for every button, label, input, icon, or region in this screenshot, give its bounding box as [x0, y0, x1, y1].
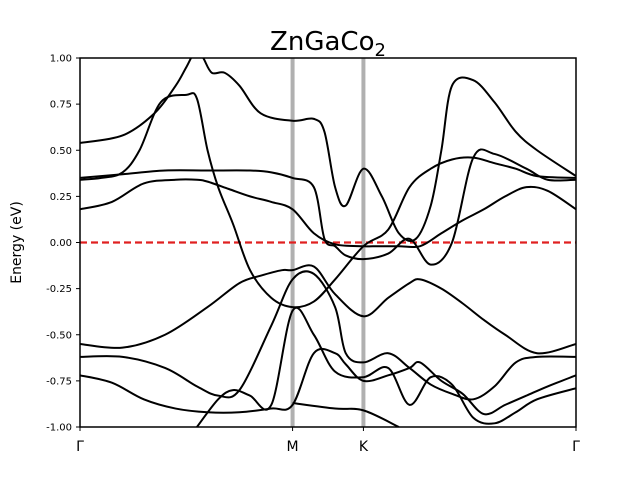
band-9 — [292, 402, 400, 427]
band-1 — [80, 178, 576, 249]
title-subscript: 2 — [374, 40, 385, 61]
y-axis-label: Energy (eV) — [9, 201, 25, 284]
band-7 — [80, 347, 576, 416]
y-axis-ticks: 1.00 0.75 0.50 0.25 0.00 -0.25 -0.50 -0.75 -1.00 — [46, 54, 80, 434]
chart-title: ZnGaCo2 — [270, 27, 386, 61]
y-tick-label: 0.75 — [50, 100, 72, 111]
x-tick-label-Γ: Γ — [76, 439, 84, 455]
x-tick-label-M: M — [287, 439, 299, 455]
band-4 — [80, 58, 576, 242]
band-lines — [80, 58, 576, 427]
x-tick-label-K: K — [359, 439, 369, 455]
title-text: ZnGaCo — [270, 27, 374, 57]
y-tick-label: 0.25 — [50, 192, 72, 203]
y-tick-label: 1.00 — [50, 54, 72, 65]
band-2 — [80, 148, 576, 266]
y-tick-label: 0.00 — [50, 238, 72, 249]
y-tick-label: -0.50 — [46, 330, 72, 341]
x-tick-label-Γ: Γ — [572, 439, 580, 455]
y-tick-label: -0.25 — [46, 284, 72, 295]
band-6 — [80, 270, 576, 401]
y-tick-label: -0.75 — [46, 376, 72, 387]
y-tick-label: 0.50 — [50, 146, 72, 157]
y-tick-label: -1.00 — [46, 423, 72, 434]
band-3 — [80, 92, 576, 309]
band-8 — [196, 307, 576, 427]
band-5 — [80, 264, 576, 355]
